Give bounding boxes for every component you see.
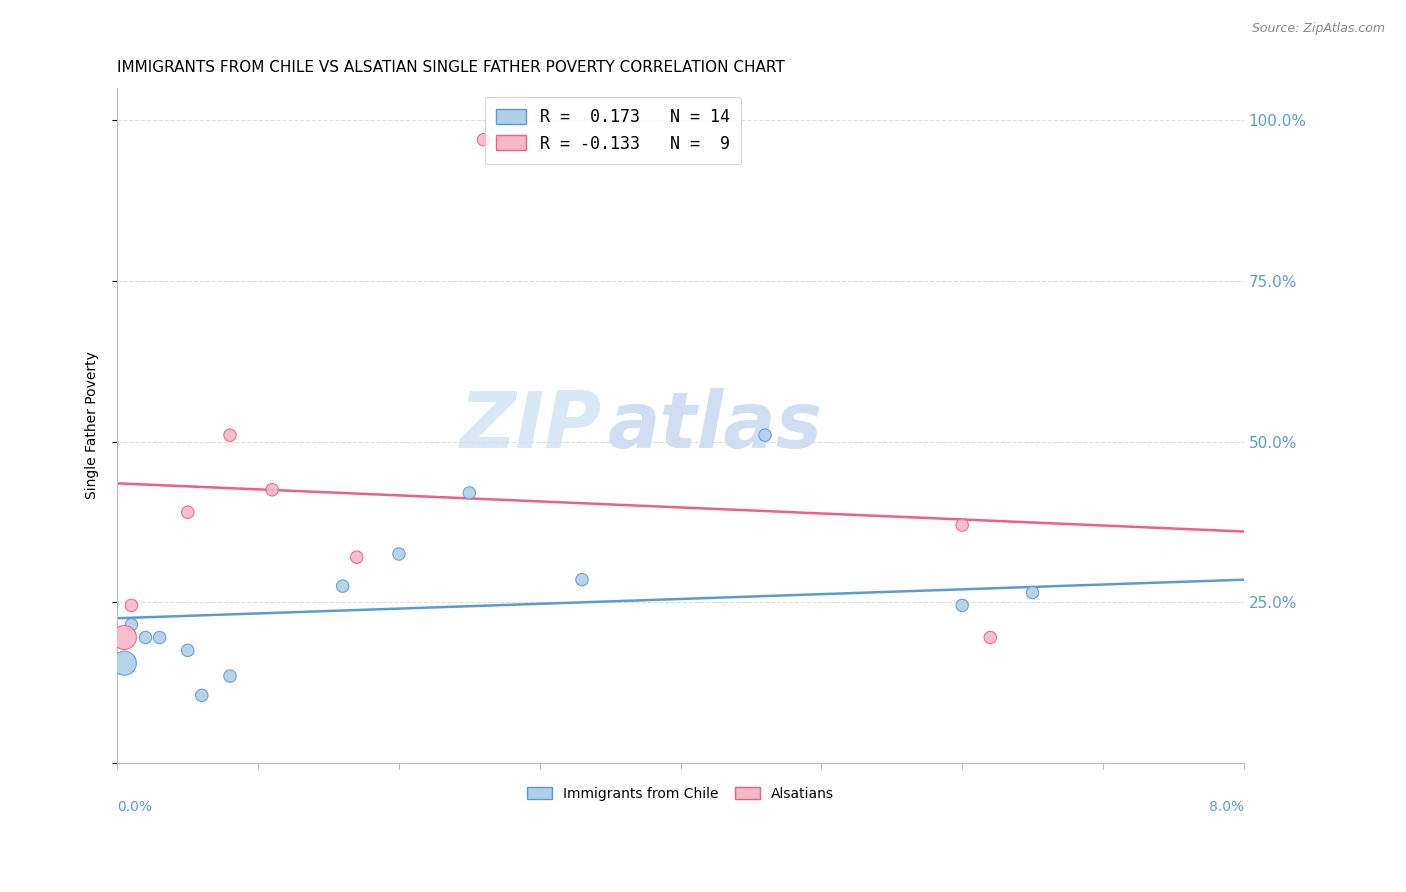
Point: [332, 579, 354, 593]
Point: [262, 483, 284, 497]
Point: [472, 133, 495, 147]
Text: Source: ZipAtlas.com: Source: ZipAtlas.com: [1251, 22, 1385, 36]
Point: [219, 669, 242, 683]
Point: [177, 643, 200, 657]
Point: [134, 631, 156, 645]
Point: [979, 631, 1001, 645]
Point: [120, 599, 142, 613]
Point: [754, 428, 776, 442]
Point: [458, 486, 481, 500]
Point: [950, 518, 973, 533]
Y-axis label: Single Father Poverty: Single Father Poverty: [86, 351, 100, 500]
Text: ZIP: ZIP: [460, 387, 602, 464]
Point: [191, 689, 214, 703]
Point: [149, 631, 172, 645]
Text: atlas: atlas: [607, 387, 823, 464]
Legend: Immigrants from Chile, Alsatians: Immigrants from Chile, Alsatians: [522, 781, 839, 806]
Point: [219, 428, 242, 442]
Point: [346, 550, 368, 565]
Point: [571, 573, 593, 587]
Point: [388, 547, 411, 561]
Text: IMMIGRANTS FROM CHILE VS ALSATIAN SINGLE FATHER POVERTY CORRELATION CHART: IMMIGRANTS FROM CHILE VS ALSATIAN SINGLE…: [117, 60, 785, 75]
Point: [1021, 585, 1043, 599]
Point: [112, 631, 135, 645]
Text: 0.0%: 0.0%: [117, 800, 152, 814]
Point: [950, 599, 973, 613]
Point: [177, 505, 200, 519]
Point: [112, 657, 135, 671]
Text: 8.0%: 8.0%: [1209, 800, 1244, 814]
Point: [120, 617, 142, 632]
